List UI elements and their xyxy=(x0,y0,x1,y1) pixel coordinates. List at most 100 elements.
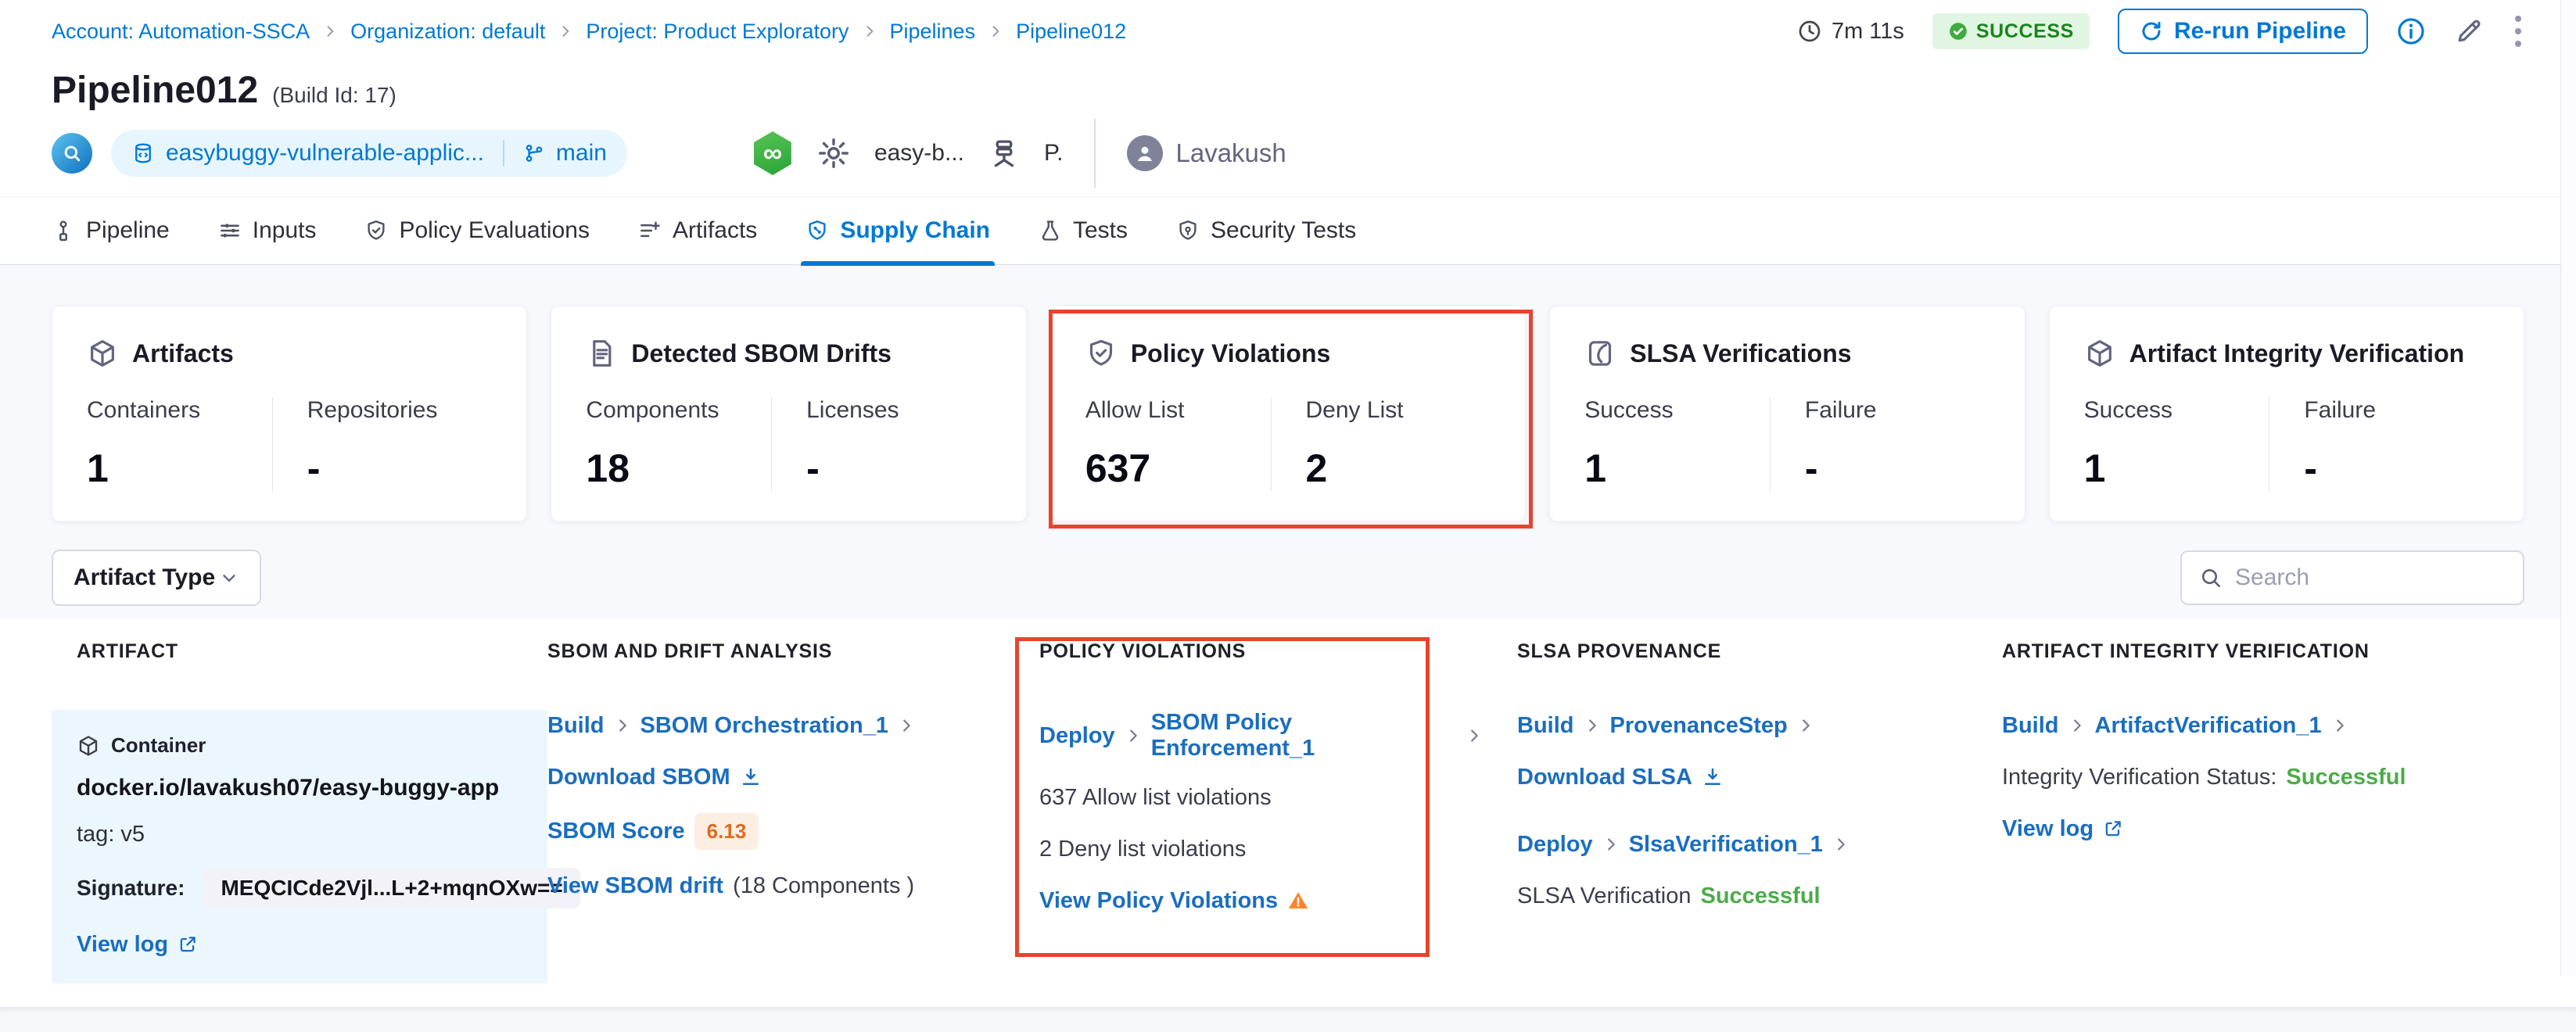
stage-link[interactable]: Build xyxy=(2002,713,2059,739)
scrollbar-track[interactable] xyxy=(2560,0,2576,976)
build-id-label: (Build Id: 17) xyxy=(272,83,396,108)
view-sbom-drift-link[interactable]: View SBOM drift xyxy=(547,873,723,899)
artifact-tag: tag: v5 xyxy=(77,822,516,847)
repository-icon xyxy=(131,142,155,165)
artifacts-table: ARTIFACT SBOM AND DRIFT ANALYSIS POLICY … xyxy=(0,618,2576,1007)
breadcrumb-pipelines[interactable]: Pipelines xyxy=(890,20,976,44)
repo-branch-pill: easybuggy-vulnerable-applic... main xyxy=(111,130,627,177)
view-log-link[interactable]: View log xyxy=(77,932,168,958)
trigger-webhook-icon: ∞ xyxy=(752,131,793,175)
search-input[interactable] xyxy=(2235,564,2537,591)
cube-icon xyxy=(2084,338,2115,369)
page-title: Pipeline012 xyxy=(52,69,258,112)
card-artifact-integrity: Artifact Integrity Verification Success1… xyxy=(2049,306,2524,521)
stat-value: 18 xyxy=(586,446,771,491)
breadcrumb-current-pipeline[interactable]: Pipeline012 xyxy=(1016,20,1126,44)
tab-policy-evaluations[interactable]: Policy Evaluations xyxy=(364,197,589,264)
stage-link[interactable]: Build xyxy=(547,713,605,739)
stage-link[interactable]: Build xyxy=(1517,713,1574,739)
view-policy-violations-link[interactable]: View Policy Violations xyxy=(1039,888,1278,914)
repository-link[interactable]: easybuggy-vulnerable-applic... xyxy=(166,140,484,167)
card-sbom-drifts: Detected SBOM Drifts Components18 Licens… xyxy=(551,306,1026,521)
stat-label: Licenses xyxy=(806,397,992,424)
signature-value[interactable]: MEQCICde2Vjl...L+2+mqnOXw== xyxy=(203,868,579,908)
chevron-right-icon xyxy=(862,23,877,39)
step-link[interactable]: SBOM Policy Enforcement_1 xyxy=(1151,710,1456,761)
chevron-right-icon xyxy=(614,717,631,734)
execution-meta-row: easybuggy-vulnerable-applic... main ∞ ea… xyxy=(0,127,2576,179)
download-slsa-link[interactable]: Download SLSA xyxy=(1517,765,1692,790)
chevron-right-icon xyxy=(1602,836,1620,853)
edit-pipeline-button[interactable] xyxy=(2454,16,2484,46)
stat-label: Success xyxy=(2084,397,2269,424)
stat-value: 637 xyxy=(1085,446,1271,491)
rerun-pipeline-label: Re-run Pipeline xyxy=(2174,18,2346,45)
environment-icon xyxy=(988,137,1021,170)
tab-supply-chain[interactable]: Supply Chain xyxy=(805,197,990,264)
tab-tests[interactable]: Tests xyxy=(1039,197,1128,264)
trigger-pipeline-label: easy-b... xyxy=(874,140,964,167)
stat-label: Components xyxy=(586,397,771,424)
step-link[interactable]: SBOM Orchestration_1 xyxy=(640,713,888,739)
download-sbom-link[interactable]: Download SBOM xyxy=(547,765,730,790)
gear-icon xyxy=(816,136,851,170)
stat-value: 2 xyxy=(1306,446,1491,491)
title-row: Pipeline012 (Build Id: 17) xyxy=(0,69,2576,112)
stage-link[interactable]: Deploy xyxy=(1517,832,1593,858)
run-duration-value: 7m 11s xyxy=(1832,19,1904,45)
step-link[interactable]: SlsaVerification_1 xyxy=(1629,832,1823,858)
breadcrumb: Account: Automation-SSCA Organization: d… xyxy=(52,20,1126,44)
slsa-status-value: Successful xyxy=(1700,883,1820,909)
artifact-type-dropdown[interactable]: Artifact Type xyxy=(52,550,261,606)
allow-list-violations: 637 Allow list violations xyxy=(1039,785,1272,811)
download-icon xyxy=(1702,766,1724,788)
sbom-score-link[interactable]: SBOM Score xyxy=(547,819,685,844)
tab-security-tests[interactable]: Security Tests xyxy=(1176,197,1356,264)
stat-value: - xyxy=(1805,446,1990,491)
git-branch-icon xyxy=(523,142,545,164)
stat-label: Deny List xyxy=(1306,397,1491,424)
column-header-artifact: ARTIFACT xyxy=(52,640,547,663)
breadcrumb-organization[interactable]: Organization: default xyxy=(350,20,545,44)
rerun-pipeline-button[interactable]: Re-run Pipeline xyxy=(2118,9,2368,54)
artifact-cell: Container docker.io/lavakush07/easy-bugg… xyxy=(52,710,547,984)
tab-bar: Pipeline Inputs Policy Evaluations Artif… xyxy=(0,196,2576,265)
chevron-right-icon xyxy=(2331,717,2348,734)
page-footer-strip xyxy=(0,1007,2576,1032)
search-icon xyxy=(2199,566,2223,589)
tab-inputs[interactable]: Inputs xyxy=(218,197,317,264)
status-badge: SUCCESS xyxy=(1932,13,2090,49)
card-slsa-verifications: SLSA Verifications Success1 Failure- xyxy=(1549,306,2025,521)
clock-icon xyxy=(1797,19,1822,44)
breadcrumb-account[interactable]: Account: Automation-SSCA xyxy=(52,20,310,44)
info-button[interactable] xyxy=(2396,16,2426,46)
more-options-button[interactable] xyxy=(2512,13,2524,50)
slsa-status-label: SLSA Verification xyxy=(1517,883,1691,909)
refresh-icon xyxy=(2140,20,2163,43)
user-avatar xyxy=(1127,135,1163,171)
stage-link[interactable]: Deploy xyxy=(1039,723,1115,749)
top-bar: Account: Automation-SSCA Organization: d… xyxy=(0,0,2576,56)
cube-icon xyxy=(87,338,118,369)
step-link[interactable]: ProvenanceStep xyxy=(1610,713,1788,739)
table-row: Container docker.io/lavakush07/easy-bugg… xyxy=(52,710,2524,984)
branch-link[interactable]: main xyxy=(556,140,607,167)
summary-cards: Artifacts Containers1 Repositories- Dete… xyxy=(52,306,2524,521)
integrity-status-label: Integrity Verification Status: xyxy=(2002,765,2276,790)
chevron-right-icon xyxy=(988,23,1003,39)
chevron-right-icon xyxy=(1125,727,1142,744)
supply-chain-icon xyxy=(805,219,829,242)
chevron-right-icon xyxy=(1584,717,1601,734)
stat-value: 1 xyxy=(87,446,272,491)
stat-label: Failure xyxy=(1805,397,1990,424)
column-header-slsa-provenance: SLSA PROVENANCE xyxy=(1517,640,2002,663)
external-link-icon xyxy=(178,934,198,955)
pipeline-icon xyxy=(52,219,75,242)
breadcrumb-project[interactable]: Project: Product Exploratory xyxy=(586,20,849,44)
slsa-provenance-cell: Build ProvenanceStep Download SLSA Deplo… xyxy=(1517,710,2002,984)
step-link[interactable]: ArtifactVerification_1 xyxy=(2095,713,2322,739)
view-log-link[interactable]: View log xyxy=(2002,816,2093,842)
tab-pipeline[interactable]: Pipeline xyxy=(52,197,170,264)
tab-artifacts[interactable]: Artifacts xyxy=(638,197,757,264)
signature-label: Signature: xyxy=(77,876,185,901)
